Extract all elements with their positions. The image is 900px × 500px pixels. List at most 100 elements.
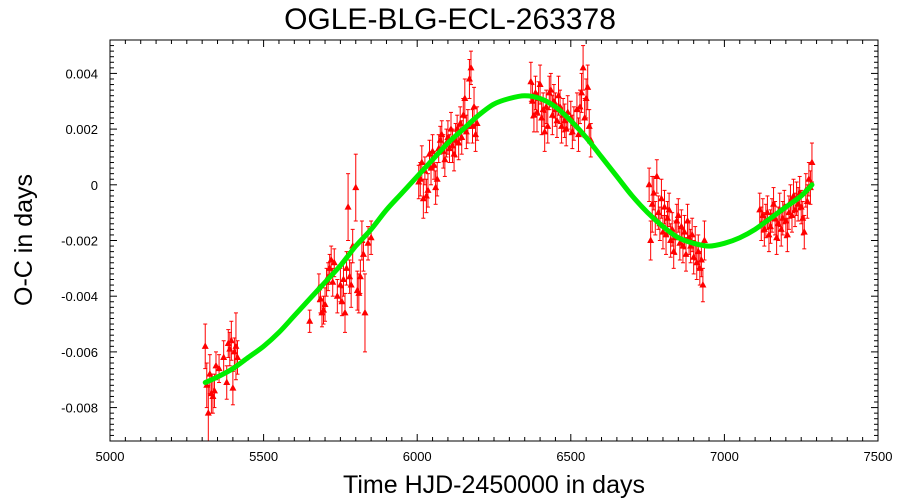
x-tick-label: 6000	[403, 449, 432, 464]
data-point	[680, 228, 688, 235]
data-point	[645, 180, 653, 188]
data-point	[233, 353, 241, 360]
data-point	[659, 228, 667, 235]
data-point	[653, 172, 661, 179]
data-point	[461, 94, 469, 101]
data-point	[660, 203, 668, 210]
data-point	[232, 342, 240, 349]
data-point	[465, 74, 473, 82]
data-point	[455, 139, 463, 146]
data-point	[473, 119, 481, 127]
data-point	[568, 127, 576, 135]
data-point	[459, 111, 467, 118]
data-point	[346, 272, 354, 280]
data-point	[544, 122, 552, 129]
data-point	[783, 230, 791, 238]
data-point	[763, 208, 771, 216]
y-tick-label: -0.008	[61, 401, 98, 416]
data-point	[210, 386, 218, 394]
x-tick-label: 7500	[864, 449, 893, 464]
data-point	[212, 361, 220, 369]
data-point	[356, 272, 364, 280]
data-point	[674, 211, 682, 218]
data-point	[657, 194, 665, 202]
data-point	[468, 122, 476, 129]
data-point	[677, 222, 685, 230]
data-point	[336, 281, 344, 288]
data-point	[547, 86, 555, 93]
data-point	[690, 253, 698, 260]
data-point	[576, 102, 584, 110]
data-point	[341, 308, 349, 316]
data-point	[676, 239, 684, 246]
data-point	[694, 247, 702, 255]
data-point	[647, 236, 655, 243]
data-point	[441, 155, 449, 163]
data-point	[344, 203, 352, 210]
data-point	[574, 130, 582, 138]
data-point	[662, 230, 670, 238]
data-point	[429, 147, 437, 154]
data-point	[416, 175, 424, 182]
data-point	[562, 125, 570, 132]
data-point	[364, 239, 372, 246]
data-point	[467, 63, 475, 71]
data-point	[430, 161, 438, 168]
data-point	[536, 80, 544, 88]
x-tick-label: 5000	[96, 449, 125, 464]
data-point	[527, 77, 535, 85]
data-point	[329, 278, 337, 285]
data-point	[367, 233, 375, 241]
y-tick-label: -0.006	[61, 345, 98, 360]
data-point	[682, 250, 690, 257]
data-point	[436, 136, 444, 143]
x-tick-label: 6500	[556, 449, 585, 464]
data-point	[343, 264, 351, 271]
data-point	[306, 317, 314, 324]
data-point	[684, 217, 692, 224]
data-point	[432, 183, 440, 191]
data-point	[229, 384, 237, 391]
data-point	[438, 130, 446, 138]
data-point	[223, 378, 231, 386]
y-axis-title: O-C in days	[10, 174, 38, 306]
data-points	[201, 45, 816, 442]
data-point	[803, 197, 811, 205]
data-point	[227, 336, 235, 344]
y-tick-label: 0.004	[65, 66, 98, 81]
data-point	[548, 111, 556, 118]
x-tick-label: 7000	[710, 449, 739, 464]
data-point	[699, 281, 707, 288]
data-point	[339, 275, 347, 282]
data-point	[424, 186, 432, 193]
x-axis-title: Time HJD-2450000 in days	[343, 471, 645, 499]
data-point	[542, 102, 550, 110]
data-point	[327, 255, 335, 263]
data-point	[450, 150, 458, 157]
data-point	[204, 409, 212, 416]
data-point	[201, 342, 209, 349]
data-point	[361, 308, 369, 316]
y-tick-label: 0	[91, 178, 98, 193]
data-point	[470, 102, 478, 110]
data-point	[220, 353, 228, 360]
data-point	[673, 217, 681, 224]
data-point	[791, 205, 799, 213]
data-point	[688, 230, 696, 238]
data-point	[321, 300, 329, 308]
data-point	[458, 133, 466, 140]
data-point	[579, 63, 587, 71]
axes: 5000 5500 6000 6500 7000 7500 -0.008 -0.006 -0.0…	[61, 40, 892, 464]
fit-curve	[202, 93, 815, 386]
data-point	[226, 345, 234, 352]
data-point	[808, 158, 816, 166]
data-point	[650, 189, 658, 196]
data-point	[581, 113, 589, 121]
data-point	[766, 222, 774, 230]
data-point	[582, 94, 590, 101]
data-point	[805, 175, 813, 182]
data-point	[584, 83, 592, 90]
data-point	[333, 292, 341, 299]
data-point	[320, 306, 328, 313]
data-point	[578, 88, 586, 96]
